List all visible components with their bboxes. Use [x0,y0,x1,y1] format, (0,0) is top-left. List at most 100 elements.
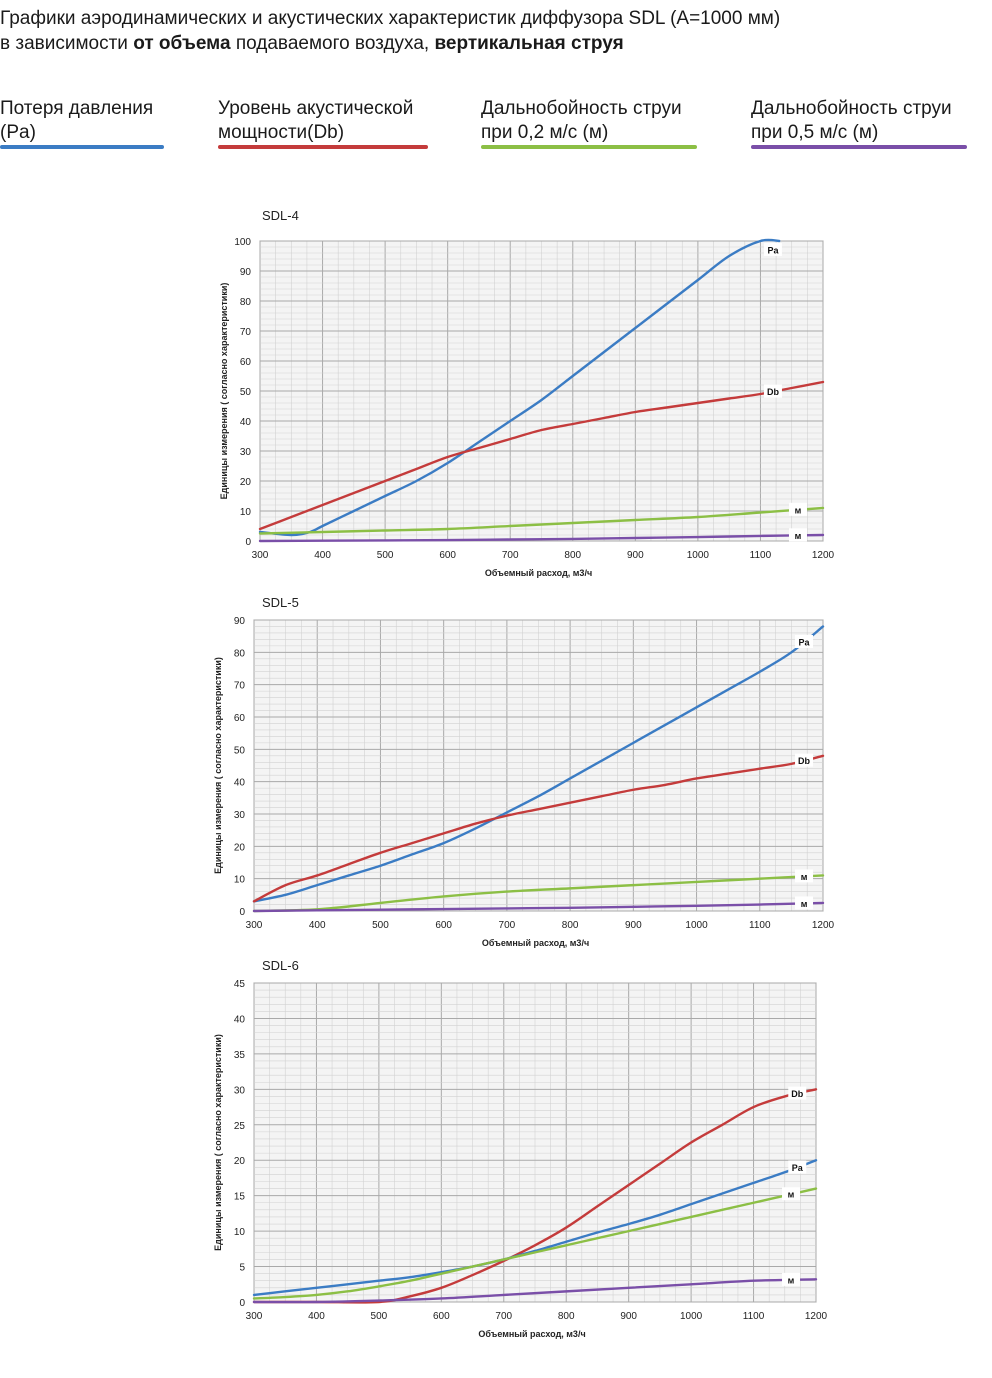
x-tick-label: 600 [433,1311,450,1322]
x-tick-label: 700 [495,1311,512,1322]
series-line-pa [252,625,825,903]
x-tick-label: 700 [499,920,516,931]
header-text: в зависимости [0,33,134,54]
y-axis-label: Единицы измерения ( согласно характерист… [219,283,229,500]
y-tick-label: 90 [234,616,246,627]
y-tick-label: 10 [240,507,252,518]
y-tick-label: 30 [240,447,252,458]
x-tick-label: 400 [314,550,331,561]
series-label-bg [788,1160,807,1174]
x-axis-label: Объемный расход, м3/ч [485,568,592,578]
chart-title: SDL-4 [262,208,299,223]
y-tick-label: 45 [234,979,246,990]
series-label: м [801,872,808,882]
y-tick-label: 0 [239,907,245,918]
series-label: м [801,899,808,909]
x-tick-label: 300 [252,550,269,561]
y-tick-label: 10 [234,875,246,886]
series-line-db [252,1088,818,1304]
y-axis-label: Единицы измерения ( согласно характерист… [213,1034,223,1251]
legend-swatch-range-02 [481,145,697,149]
y-tick-label: 40 [234,778,246,789]
x-tick-label: 1100 [750,550,772,561]
y-tick-label: 60 [240,357,252,368]
header-bold-1: от объема [133,33,231,54]
series-label: м [795,531,802,541]
y-tick-label: 60 [234,713,246,724]
y-tick-label: 0 [239,1298,245,1309]
x-tick-label: 1000 [687,550,710,561]
series-line-range [252,1278,818,1304]
y-tick-label: 50 [234,745,246,756]
y-tick-label: 10 [234,1227,246,1238]
series-line-range [252,1187,818,1300]
header-line-1: Графики аэродинамических и акустических … [0,8,781,29]
x-tick-label: 600 [435,920,452,931]
y-tick-label: 70 [234,681,246,692]
legend-label: при 0,5 м/с (м) [751,122,879,143]
x-tick-label: 800 [558,1311,575,1322]
chart-title: SDL-6 [262,958,299,973]
legend-label: (Pa) [0,122,36,143]
x-tick-label: 1100 [749,920,771,931]
legend-swatch-pa [0,145,164,149]
legend-label: Потеря давления [0,98,154,119]
series-label: м [788,1275,795,1285]
x-tick-label: 900 [620,1311,637,1322]
series-line-range [258,506,825,535]
x-tick-label: 900 [627,550,644,561]
series-label: Db [798,756,810,766]
x-tick-label: 500 [372,920,389,931]
series-label-bg [763,384,782,398]
legend-item-db: Уровень акустической мощности(Db) [218,97,413,145]
header-line-2: в зависимости от объема подаваемого возд… [0,31,780,56]
y-tick-label: 20 [240,477,252,488]
series-line-pa [258,238,781,537]
x-tick-label: 500 [371,1311,388,1322]
y-tick-label: 20 [234,1156,246,1167]
legend-item-range-05: Дальнобойность струи при 0,5 м/с (м) [751,97,952,145]
chart-title: SDL-5 [262,595,299,610]
y-tick-label: 35 [234,1050,246,1061]
y-tick-label: 50 [240,387,252,398]
x-tick-label: 400 [308,1311,325,1322]
series-label-bg [795,753,814,767]
legend-label: при 0,2 м/с (м) [481,122,609,143]
y-tick-label: 5 [239,1263,245,1274]
y-axis-label: Единицы измерения ( согласно характерист… [213,657,223,874]
series-line-range [252,901,825,913]
header-bold-2: вертикальная струя [434,33,624,54]
x-tick-label: 300 [246,1311,263,1322]
legend-label: Уровень акустической [218,98,414,119]
legend: Потеря давления (Pa) Уровень акустическо… [0,97,992,157]
x-tick-label: 400 [309,920,326,931]
x-axis-label: Объемный расход, м3/ч [482,938,589,948]
series-label: Pa [767,246,779,256]
x-axis-label: Объемный расход, м3/ч [478,1329,585,1339]
series-label: Pa [799,637,811,647]
y-tick-label: 80 [234,648,246,659]
header-text-2: подаваемого воздуха, [230,33,435,54]
series-line-db [252,754,825,903]
legend-swatch-range-05 [751,145,967,149]
y-tick-label: 80 [240,297,252,308]
legend-swatch-db [218,145,428,149]
legend-item-range-02: Дальнобойность струи при 0,2 м/с (м) [481,97,682,145]
series-label: м [795,505,802,515]
series-label-bg [763,243,782,256]
series-label-bg [788,1086,807,1100]
x-tick-label: 1200 [805,1311,828,1322]
series-label-bg [795,896,814,910]
y-tick-label: 15 [234,1192,246,1203]
x-tick-label: 1000 [685,920,708,931]
x-tick-label: 600 [439,550,456,561]
series-label-bg [795,869,814,883]
y-tick-label: 30 [234,1085,246,1096]
series-line-range [258,533,825,543]
series-label: м [788,1190,795,1200]
series-label: Pa [792,1163,804,1173]
series-label-bg [795,634,814,648]
series-label-bg [788,502,807,516]
legend-label: Дальнобойность струи [481,98,682,119]
